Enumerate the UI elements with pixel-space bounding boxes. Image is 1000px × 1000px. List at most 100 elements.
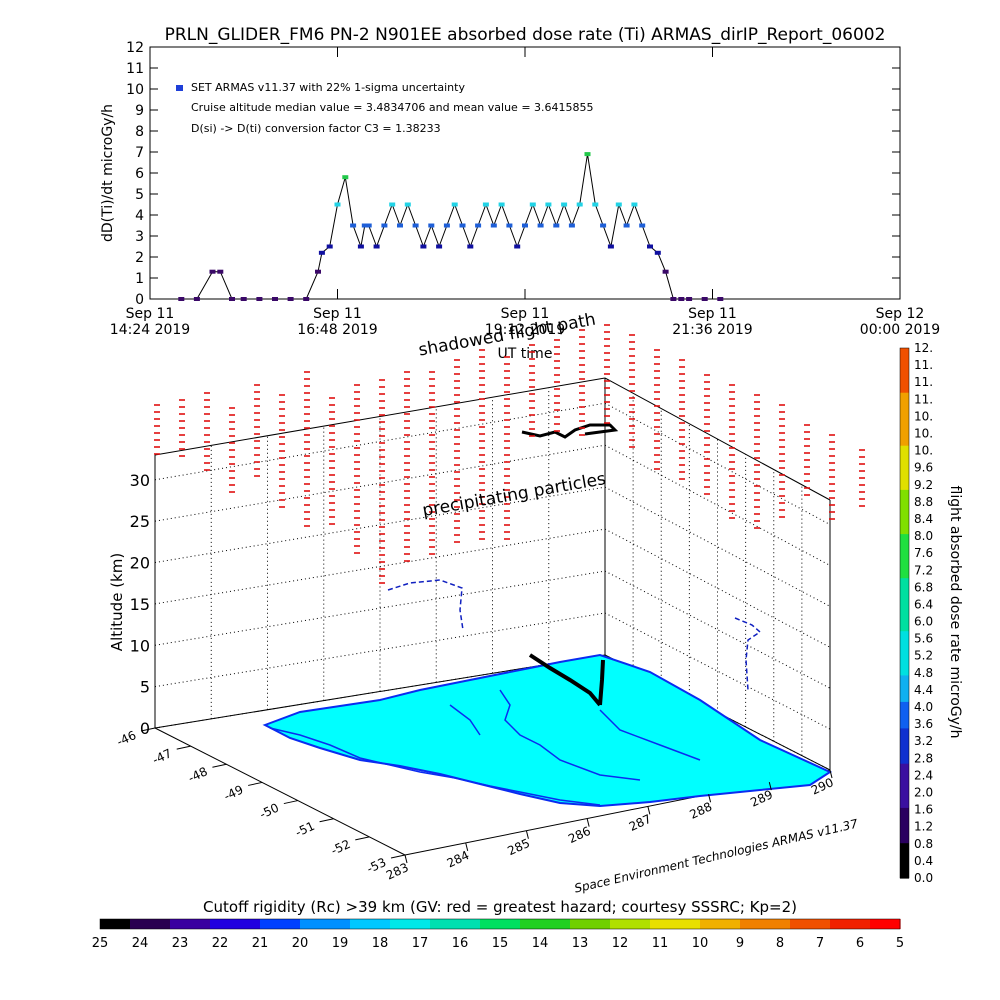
top-series-layer [178,152,724,301]
colorbar-segment [900,807,909,817]
colorbar-segment [730,919,741,929]
data-point [272,297,278,301]
colorbar-segment [750,919,761,929]
data-point [326,244,333,249]
colorbar-segment [900,551,909,561]
colorbar-segment [900,524,909,535]
data-point [397,223,403,228]
dose-rate-tick-label: 11. [914,358,933,372]
colorbar-segment [900,595,909,605]
x-tick-label-time: 16:48 2019 [297,322,377,338]
dose-rate-tick-label: 11. [914,375,933,389]
colorbar-segment [440,919,451,929]
colorbar-segment [900,409,909,420]
latitude-tick [248,781,263,786]
altitude-tick-label: 10 [130,636,150,655]
colorbar-segment [510,919,521,929]
altitude-tick-label: 30 [130,471,150,490]
altitude-tick-label: 25 [130,512,150,531]
longitude-tick [586,818,590,827]
grid-line [604,486,831,607]
cutoff-rigidity-tick-label: 17 [412,936,429,951]
data-point [428,223,435,228]
dose-rate-colorbar-label: flight absorbed dose rate microGy/h [947,486,963,739]
colorbar-segment [580,919,591,929]
colorbar-segment [900,736,909,747]
longitude-tick-label: 286 [566,824,593,846]
data-point [639,223,646,228]
colorbar-segment [900,471,909,482]
colorbar-segment [900,630,909,641]
longitude-tick-label: 288 [688,799,715,821]
colorbar-segment [900,348,909,358]
colorbar-segment [780,919,791,929]
dose-rate-tick-label: 10. [914,409,933,423]
legend-annotation-3: D(si) -> D(ti) conversion factor C3 = 1.… [191,122,441,135]
x-tick-label-time: 14:24 2019 [110,322,190,338]
data-point [229,297,235,301]
longitude-tick [829,769,833,779]
data-point [615,202,622,207]
colorbar-segment [620,919,631,929]
colorbar-segment [840,919,851,929]
colorbar-segment [100,919,111,929]
cutoff-rigidity-colorbar: 25 24 23 22 21 20 19 18 17 16 15 14 13 12 11 10 9 8 7 6 5 [92,918,904,951]
colorbar-segment [900,701,909,711]
data-point [561,202,568,207]
colorbar-segment [410,919,421,929]
coast-detail [269,689,701,806]
latitude-tick [212,763,227,768]
longitude-tick [708,794,712,803]
data-point [303,297,310,301]
colorbar-segment [900,763,909,773]
data-point [568,223,575,228]
colorbar-segment [900,789,909,800]
colorbar-segment [900,480,909,490]
cutoff-rigidity-tick-label: 7 [816,936,824,951]
colorbar-segment [180,919,191,929]
colorbar-segment [900,577,909,588]
colorbar-segment [900,780,909,791]
dose-rate-tick-label: 1.6 [914,803,933,817]
colorbar-segment [900,727,909,738]
longitude-tick-label: 283 [384,860,411,882]
x-tick-label-time: 21:36 2019 [672,322,752,338]
colorbar-segment [860,919,871,929]
colorbar-segment [700,919,711,929]
colorbar-segment [450,919,461,929]
3d-altitude-label: Altitude (km) [108,553,126,651]
colorbar-frame [899,347,910,879]
dose-rate-tick-label: 8.4 [914,512,933,526]
longitude-tick-label: 284 [445,848,472,870]
data-point [467,244,474,249]
cutoff-rigidity-tick-label: 19 [332,936,349,951]
data-point [592,202,599,207]
longitude-tick [768,782,772,791]
dose-rate-tick-label: 9.2 [914,478,933,492]
colorbar-segment [900,383,909,393]
dose-rate-tick-label: 6.4 [914,597,933,611]
colorbar-segment [120,919,131,929]
latitude-tick-label: -50 [257,801,281,822]
altitude-axis: 0 5 10 15 20 25 30 [130,471,150,738]
colorbar-segment [390,919,401,929]
cutoff-rigidity-tick-label: 13 [572,936,589,951]
data-point [459,223,466,228]
data-point [389,202,396,207]
dose-rate-tick-label: 3.6 [914,717,933,731]
colorbar-segment [900,542,909,552]
y-tick-label: 9 [135,103,144,119]
3d-wireframe-box [154,377,831,856]
colorbar-segment [370,919,381,929]
data-point [334,202,341,207]
colorbar-segment [330,919,341,929]
dose-rate-tick-label: 5.6 [914,632,933,646]
cutoff-rigidity-tick-label: 16 [452,936,469,951]
colorbar-segment [900,515,909,526]
data-point [256,297,263,301]
dose-rate-tick-label: 10. [914,426,933,440]
colorbar-segment [560,919,571,929]
data-point [662,269,669,274]
data-point [436,244,443,249]
